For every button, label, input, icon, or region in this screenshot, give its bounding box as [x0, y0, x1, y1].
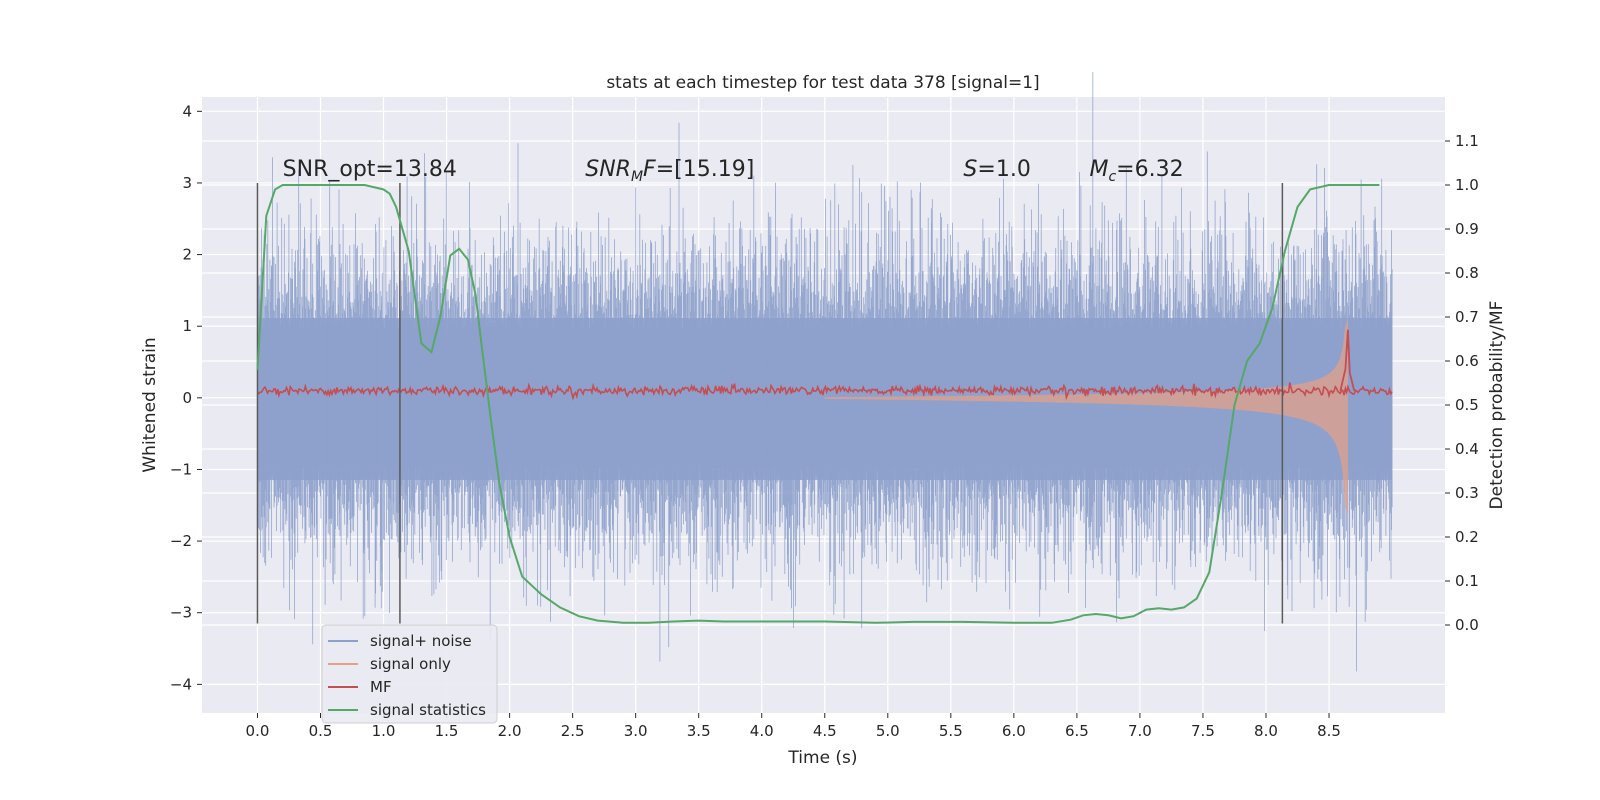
y-tick-label: 3 — [182, 174, 192, 192]
y2-tick-label: 0.7 — [1455, 308, 1479, 326]
vertical-markers — [256, 182, 1284, 624]
x-tick-label: 7.0 — [1128, 722, 1152, 740]
y2-tick-label: 0.5 — [1455, 396, 1479, 414]
x-tick-label: 4.5 — [813, 722, 837, 740]
y-tick-label: −3 — [170, 604, 192, 622]
annotation-subscript: c — [1108, 169, 1116, 185]
annotation-symbol: F — [643, 157, 656, 182]
x-tick-label: 1.0 — [372, 722, 396, 740]
x-tick-label: 7.5 — [1191, 722, 1215, 740]
annotation-symbol: S — [963, 157, 977, 182]
legend: signal+ noise signal only MF signal statist… — [321, 624, 498, 724]
annotation-symbol: SNR — [585, 157, 631, 182]
y-tick-label: 0 — [182, 389, 192, 407]
x-tick-label: 1.5 — [435, 722, 459, 740]
legend-label: signal+ noise — [370, 632, 472, 650]
annotation: Mc=6.32 — [1089, 157, 1183, 185]
legend-box — [321, 624, 498, 724]
annotation: S=1.0 — [963, 157, 1030, 182]
x-tick-label: 0.0 — [246, 722, 270, 740]
annotation: SNR_opt=13.84 — [283, 157, 457, 182]
legend-label: MF — [370, 678, 392, 696]
y2-tick-label: 1.1 — [1455, 132, 1479, 150]
annotation: SNRMF=[15.19] — [585, 157, 754, 185]
annotations: SNR_opt=13.84 SNRMF=[15.19] S=1.0 Mc=6.32 — [283, 157, 1184, 185]
y-tick-label: 1 — [182, 317, 192, 335]
y2-tick-label: 0.8 — [1455, 264, 1479, 282]
signal-statistics-line — [256, 184, 1380, 624]
y2-tick-label: 1.0 — [1455, 176, 1479, 194]
x-tick-label: 5.5 — [939, 722, 963, 740]
legend-label: signal only — [370, 655, 451, 673]
x-tick-label: 6.0 — [1002, 722, 1026, 740]
y2-tick-label: 0.0 — [1455, 616, 1479, 634]
x-axis-label: Time (s) — [787, 748, 857, 768]
x-tick-label: 3.5 — [687, 722, 711, 740]
x-tick-label: 2.0 — [498, 722, 522, 740]
mf-series — [256, 329, 1393, 401]
chart-title: stats at each timestep for test data 378… — [606, 73, 1039, 93]
y2-axis-label: Detection probability/MF — [1487, 301, 1507, 510]
annotation-value: =[15.19] — [656, 157, 755, 182]
annotation-value: =6.32 — [1116, 157, 1183, 182]
y2-tick-label: 0.3 — [1455, 484, 1479, 502]
y-tick-label: 2 — [182, 246, 192, 264]
y2-tick-label: 0.6 — [1455, 352, 1479, 370]
y-tick-label: −1 — [170, 460, 192, 478]
axis-ticks: 0.0 0.5 1.0 1.5 2.0 2.5 3.0 3.5 4.0 4.5 5.0 5.5 6.0 6… — [170, 102, 1479, 740]
annotation-subscript: M — [631, 169, 643, 185]
x-tick-label: 4.0 — [750, 722, 774, 740]
x-tick-label: 5.0 — [876, 722, 900, 740]
signal-statistics-series — [256, 184, 1380, 624]
mf-peak — [1339, 329, 1356, 391]
mf-line — [256, 382, 1393, 401]
y-tick-label: −2 — [170, 532, 192, 550]
y-tick-label: −4 — [170, 675, 192, 693]
x-tick-label: 8.0 — [1254, 722, 1278, 740]
y2-tick-label: 0.1 — [1455, 572, 1479, 590]
x-tick-label: 0.5 — [309, 722, 333, 740]
x-tick-label: 3.0 — [624, 722, 648, 740]
x-tick-label: 6.5 — [1065, 722, 1089, 740]
x-tick-label: 8.5 — [1317, 722, 1341, 740]
y-tick-label: 4 — [182, 102, 192, 120]
y2-tick-label: 0.2 — [1455, 528, 1479, 546]
x-tick-label: 2.5 — [561, 722, 585, 740]
y2-tick-label: 0.9 — [1455, 220, 1479, 238]
annotation-symbol: M — [1089, 157, 1108, 182]
y2-tick-label: 0.4 — [1455, 440, 1479, 458]
annotation-value: =1.0 — [977, 157, 1030, 182]
y-axis-label: Whitened strain — [140, 337, 160, 472]
legend-label: signal statistics — [370, 701, 486, 719]
